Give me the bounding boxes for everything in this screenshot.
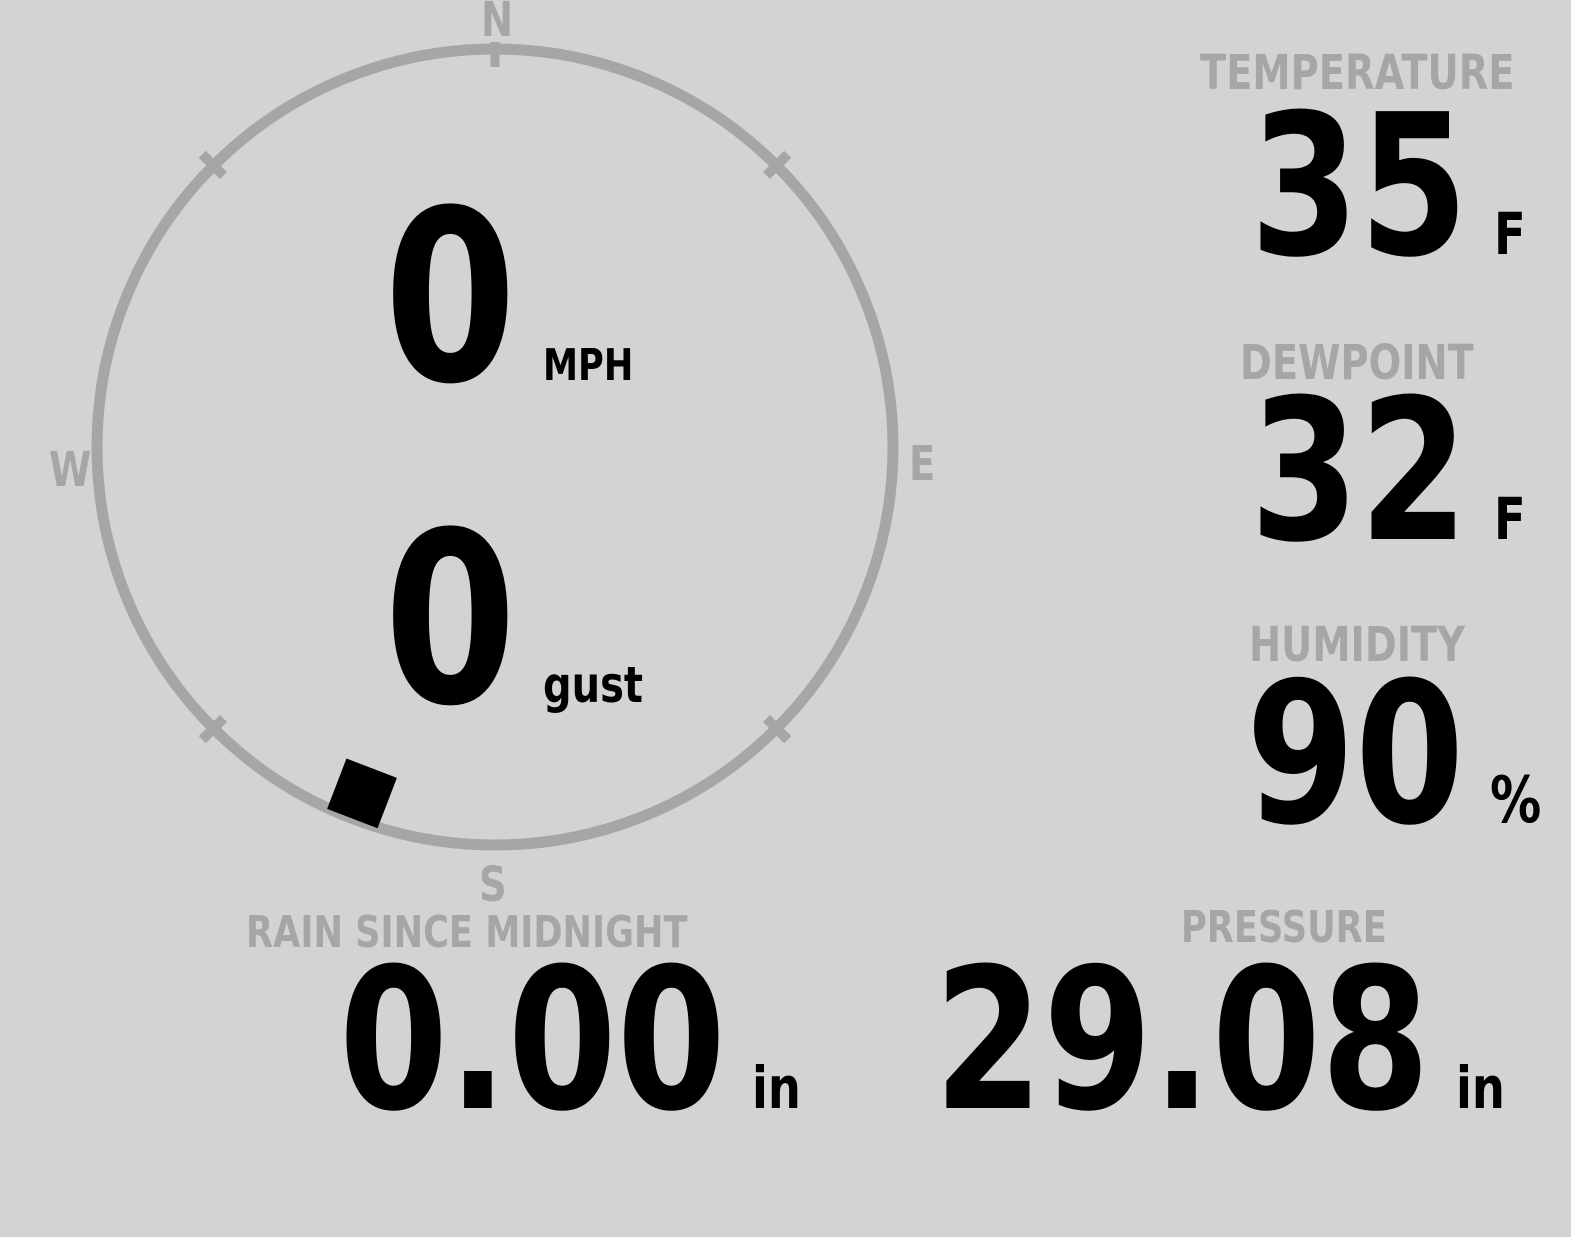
- compass-tick-nw: [198, 150, 228, 180]
- compass-letter-w: W: [48, 442, 92, 498]
- compass-label-west: W: [20, 446, 120, 494]
- wind-direction-marker: [327, 758, 397, 829]
- compass-label-south: S: [443, 861, 543, 909]
- compass-tick-sw: [198, 714, 228, 744]
- wind-speed-unit: MPH: [542, 340, 634, 391]
- temperature-label-row: TEMPERATURE: [1107, 49, 1571, 97]
- temperature-unit: F: [1494, 200, 1527, 268]
- wind-compass: [91, 42, 899, 851]
- dewpoint-unit: F: [1494, 485, 1527, 553]
- wind-speed-reading: 0 MPH: [384, 180, 633, 418]
- wind-gust-unit: gust: [542, 656, 643, 714]
- pressure-reading: 29.08 in: [934, 943, 1505, 1139]
- rain-label-row: RAIN SINCE MIDNIGHT: [217, 911, 717, 955]
- temperature-reading: 35 F: [1250, 89, 1526, 285]
- humidity-reading: 90 %: [1246, 657, 1542, 853]
- wind-speed-value: 0: [384, 160, 517, 437]
- humidity-value: 90: [1246, 641, 1465, 869]
- dewpoint-label-row: DEWPOINT: [1107, 339, 1571, 387]
- dewpoint-value: 32: [1250, 358, 1469, 586]
- pressure-unit: in: [1456, 1054, 1505, 1122]
- pressure-label-row: PRESSURE: [1034, 906, 1534, 950]
- compass-tick-ne: [762, 150, 792, 180]
- compass-letter-n: N: [481, 0, 514, 48]
- dewpoint-reading: 32 F: [1250, 374, 1526, 570]
- compass-label-north: N: [447, 0, 547, 44]
- compass-label-east: E: [872, 440, 972, 488]
- wind-gust-reading: 0 gust: [384, 502, 643, 740]
- wind-gust-value: 0: [384, 482, 517, 759]
- rain-value: 0.00: [339, 927, 726, 1155]
- compass-letter-e: E: [908, 436, 936, 492]
- temperature-value: 35: [1250, 73, 1469, 301]
- compass-letter-s: S: [479, 857, 507, 913]
- rain-reading: 0.00 in: [339, 943, 801, 1139]
- compass-tick-se: [762, 714, 792, 744]
- humidity-label-row: HUMIDITY: [1107, 621, 1571, 669]
- rain-unit: in: [752, 1054, 802, 1122]
- humidity-unit: %: [1490, 764, 1542, 838]
- pressure-value: 29.08: [934, 927, 1430, 1155]
